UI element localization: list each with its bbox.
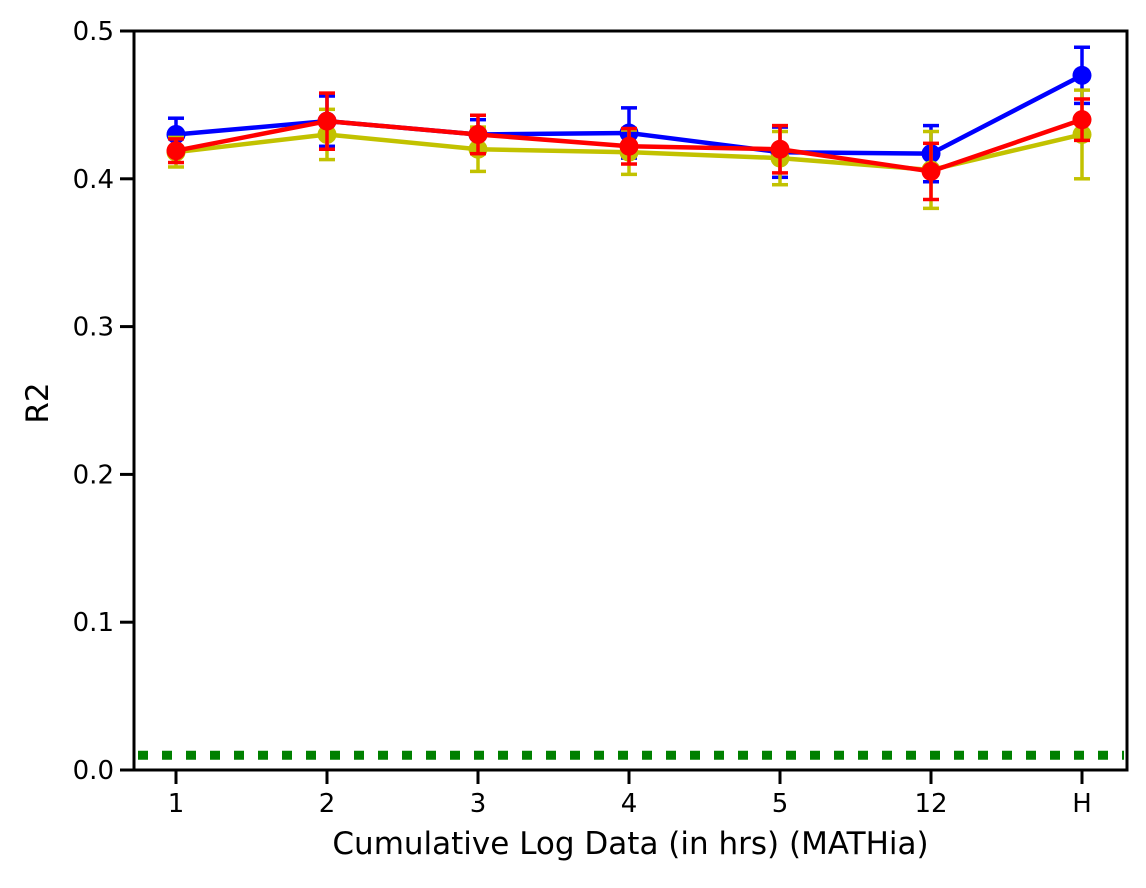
x-tick-label: 2 [319, 789, 336, 819]
y-axis-title: R2 [20, 382, 56, 424]
red-marker [619, 136, 639, 156]
plot-frame [132, 29, 1129, 772]
red-marker [166, 141, 186, 161]
y-tick-label: 0.4 [73, 165, 114, 195]
y-tick-label: 0.2 [73, 460, 114, 490]
blue-marker [1072, 65, 1092, 85]
red-marker [468, 124, 488, 144]
red-marker [921, 161, 941, 181]
x-tick-label: H [1072, 789, 1092, 819]
x-tick-label: 12 [914, 789, 947, 819]
x-tick-label: 3 [470, 789, 487, 819]
y-tick-label: 0.0 [73, 756, 114, 786]
x-tick-label: 1 [168, 789, 185, 819]
x-axis-title: Cumulative Log Data (in hrs) (MATHia) [332, 826, 929, 862]
x-tick-label: 4 [621, 789, 638, 819]
x-tick-label: 5 [772, 789, 789, 819]
red-marker [1072, 110, 1092, 130]
red-marker [770, 139, 790, 159]
y-tick-label: 0.3 [73, 313, 114, 343]
red-marker [317, 111, 337, 131]
y-tick-label: 0.5 [73, 17, 114, 47]
y-tick-label: 0.1 [73, 608, 114, 638]
